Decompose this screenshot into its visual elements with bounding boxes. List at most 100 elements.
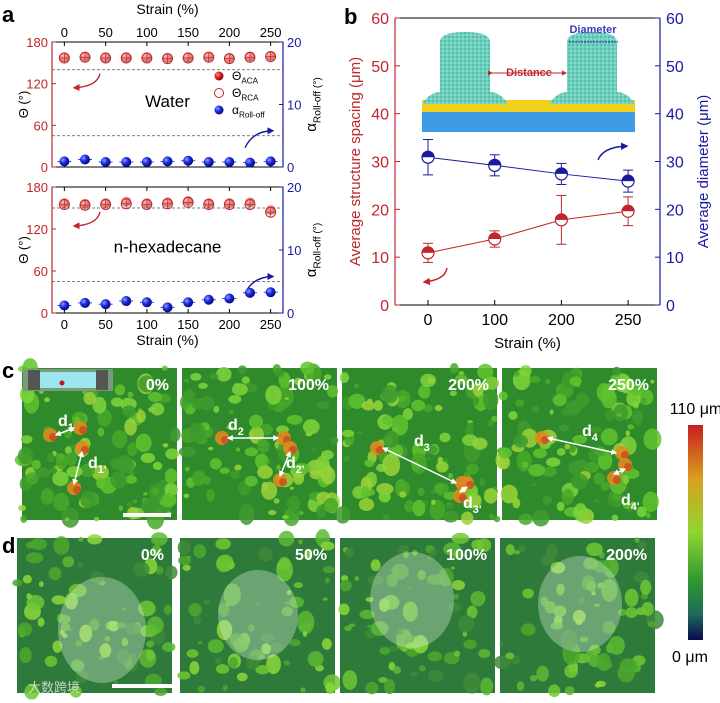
surface-feature [191, 470, 206, 486]
surface-feature [270, 642, 285, 652]
surface-feature [600, 428, 618, 446]
surface-feature [155, 566, 164, 575]
surface-feature [493, 515, 501, 523]
surface-feature [359, 609, 375, 620]
point-roll-off [162, 302, 173, 313]
surface-feature [583, 462, 599, 473]
surface-feature [643, 428, 662, 450]
point-roll-off [224, 157, 235, 167]
surface-feature [299, 622, 312, 632]
surface-feature [97, 409, 112, 427]
y-right-tick-label: 10 [287, 98, 301, 113]
surface-feature [92, 396, 107, 414]
point-roll-off [80, 297, 90, 308]
distance-label-d-prime: d2' [286, 455, 305, 476]
x-tick-label: 150 [177, 317, 199, 332]
surface-feature [266, 654, 281, 675]
height-map-image-c: 100% d2 d2' [178, 361, 340, 527]
x-axis-title: Strain (%) [136, 332, 198, 348]
surface-feature [260, 423, 273, 436]
surface-feature [38, 581, 44, 587]
surface-feature [89, 571, 105, 584]
surface-feature [630, 501, 636, 507]
panel-d: 0% 50% 100% 200% [12, 529, 664, 700]
surface-feature [292, 505, 301, 516]
panel-label-a: a [2, 2, 15, 27]
surface-feature [190, 372, 202, 381]
surface-feature [410, 671, 418, 677]
tall-feature-core [624, 463, 632, 471]
surface-feature [631, 409, 644, 426]
distance-arrow-d [54, 426, 76, 437]
surface-feature [198, 382, 208, 389]
surface-feature [245, 655, 259, 670]
surface-feature [619, 658, 638, 674]
y-right-tick-label: 0 [287, 306, 294, 321]
surface-feature [622, 503, 631, 510]
surface-feature [283, 660, 291, 666]
surface-feature [76, 669, 88, 684]
surface-feature [189, 661, 200, 675]
surface-feature [96, 477, 106, 489]
x-top-axis-title: Strain (%) [136, 1, 198, 17]
surface-feature [122, 405, 137, 418]
point-roll-off [121, 296, 132, 307]
surface-feature [257, 439, 270, 454]
surface-feature [218, 602, 230, 617]
y-left-axis-title: Θ (°) [16, 91, 31, 119]
y-left-tick-label: 20 [371, 202, 389, 219]
surface-feature [126, 502, 133, 507]
surface-feature [462, 631, 468, 637]
surface-feature [286, 590, 292, 596]
surface-feature [216, 367, 232, 382]
surface-feature [522, 588, 534, 599]
surface-feature [434, 405, 443, 412]
tall-feature-core [459, 494, 467, 502]
surface-feature [602, 621, 616, 634]
surface-feature [202, 476, 211, 485]
surface-feature [278, 530, 295, 547]
surface-feature [498, 447, 512, 459]
strain-label: 100% [446, 547, 487, 564]
surface-feature [315, 505, 327, 519]
surface-feature [454, 650, 461, 657]
surface-feature [636, 506, 647, 518]
surface-feature [483, 376, 500, 391]
surface-feature [513, 549, 521, 555]
surface-feature [599, 551, 605, 559]
surface-feature [470, 591, 486, 607]
legend-label: ΘACA [232, 69, 259, 86]
data-point-half [555, 213, 568, 220]
y-left-tick-label: 60 [34, 264, 48, 279]
surface-feature [108, 620, 120, 632]
surface-feature [99, 643, 112, 658]
distance-label-d-prime: d3' [463, 495, 482, 516]
surface-feature [118, 505, 123, 511]
surface-feature [529, 675, 538, 682]
surface-feature [241, 376, 250, 384]
surface-feature [147, 616, 164, 634]
surface-feature [321, 638, 332, 650]
surface-feature [593, 603, 600, 608]
surface-feature [545, 457, 561, 467]
surface-feature [454, 374, 468, 385]
x-top-tick-label: 50 [98, 25, 112, 40]
y-right-tick-label: 50 [666, 59, 684, 76]
surface-feature [235, 447, 241, 452]
watermark: 大数跨境 [28, 680, 80, 695]
surface-feature [289, 486, 294, 490]
surface-feature [44, 397, 50, 403]
surface-feature [133, 561, 150, 577]
tall-feature-core [613, 476, 621, 484]
surface-feature [52, 640, 63, 653]
height-map-image-d: 0% [12, 532, 178, 700]
surface-feature [646, 512, 651, 519]
y-right-tick-label: 30 [666, 155, 684, 172]
surface-feature [472, 437, 488, 450]
surface-feature [255, 664, 270, 675]
surface-feature [612, 366, 622, 376]
surface-feature [500, 484, 518, 504]
surface-feature [412, 635, 429, 654]
surface-feature [116, 648, 130, 664]
surface-feature [392, 666, 402, 675]
